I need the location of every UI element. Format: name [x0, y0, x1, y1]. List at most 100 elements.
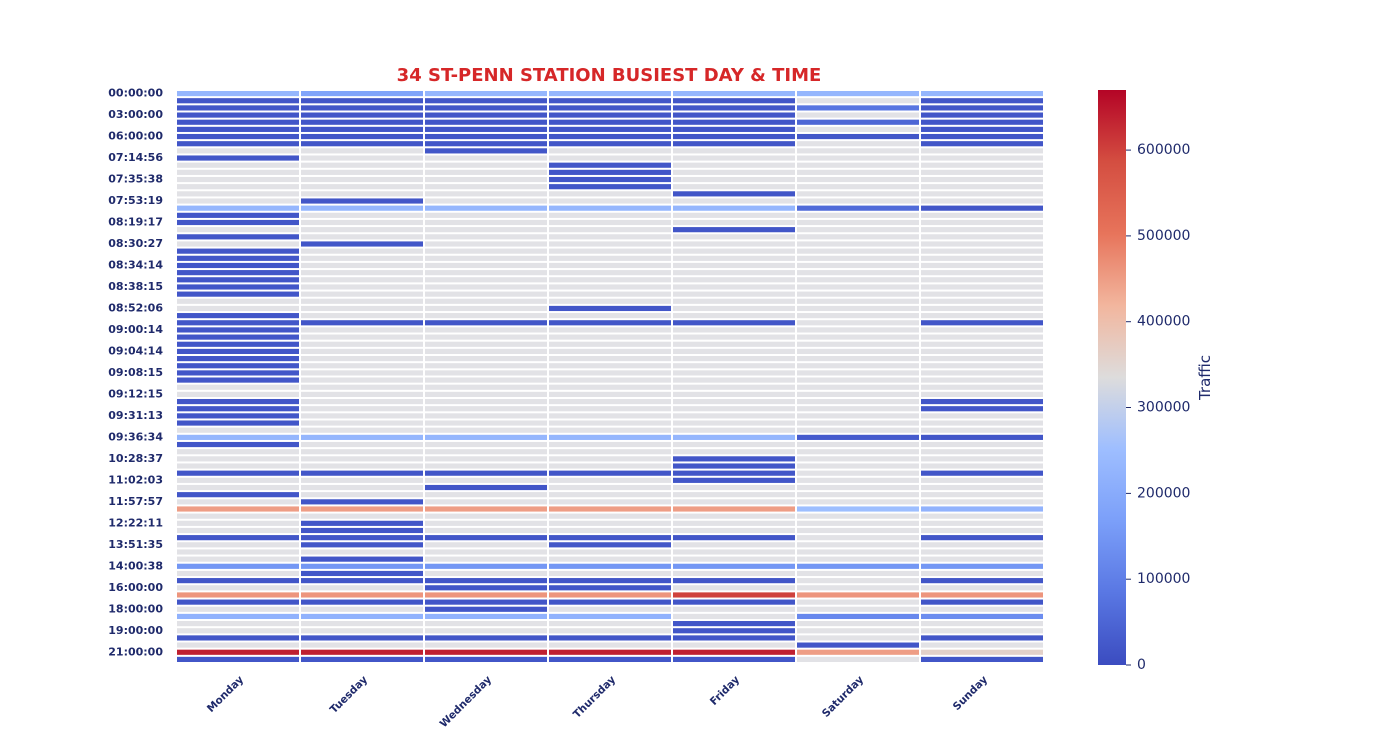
- heatmap-cell: [425, 305, 547, 312]
- heatmap-cell: [797, 169, 919, 175]
- heatmap-cell: [177, 141, 299, 147]
- heatmap-cell: [177, 191, 299, 197]
- heatmap-cell: [797, 542, 919, 548]
- heatmap-cell: [425, 578, 547, 584]
- heatmap-cell: [177, 535, 299, 541]
- heatmap-cell: [425, 570, 547, 577]
- heatmap-cell: [797, 492, 919, 498]
- heatmap-cell: [673, 105, 795, 111]
- heatmap-cell: [425, 542, 547, 548]
- heatmap-cell: [673, 398, 795, 405]
- heatmap-cell: [177, 470, 299, 476]
- heatmap-cell: [177, 248, 299, 254]
- heatmap-cell: [425, 527, 547, 534]
- heatmap-cell: [797, 141, 919, 147]
- heatmap-cell: [301, 449, 423, 455]
- heatmap-cell: [797, 449, 919, 455]
- heatmap-cell: [673, 198, 795, 204]
- heatmap-cell: [797, 398, 919, 405]
- heatmap-cell: [673, 291, 795, 297]
- heatmap-cell: [921, 320, 1043, 326]
- heatmap-cell: [549, 520, 671, 526]
- heatmap-cell: [921, 212, 1043, 218]
- heatmap-cell: [549, 642, 671, 648]
- heatmap-cell: [425, 513, 547, 519]
- heatmap-cell: [425, 133, 547, 140]
- heatmap-cell: [549, 613, 671, 620]
- heatmap-cell: [177, 434, 299, 440]
- heatmap-cell: [921, 542, 1043, 548]
- heatmap-cell: [673, 363, 795, 369]
- heatmap-cell: [425, 205, 547, 211]
- heatmap-cell: [673, 384, 795, 390]
- heatmap-cell: [673, 621, 795, 627]
- heatmap-cell: [425, 212, 547, 218]
- heatmap-cell: [673, 649, 795, 655]
- heatmap-cell: [549, 176, 671, 183]
- heatmap-cell: [797, 126, 919, 132]
- heatmap-cell: [549, 98, 671, 104]
- heatmap-cell: [673, 513, 795, 519]
- heatmap-cell: [301, 621, 423, 627]
- heatmap-cell: [177, 420, 299, 426]
- heatmap-cell: [425, 155, 547, 161]
- heatmap-cell: [797, 313, 919, 319]
- heatmap-cell: [673, 456, 795, 462]
- heatmap-cell: [301, 470, 423, 476]
- heatmap-cell: [797, 176, 919, 183]
- heatmap-cell: [921, 427, 1043, 433]
- heatmap-cell: [673, 420, 795, 426]
- heatmap-cell: [921, 112, 1043, 118]
- heatmap-cell: [301, 441, 423, 448]
- heatmap-cell: [673, 348, 795, 355]
- heatmap-cell: [797, 413, 919, 419]
- heatmap-cell: [921, 277, 1043, 283]
- heatmap-cell: [425, 449, 547, 455]
- heatmap-cell: [673, 427, 795, 433]
- heatmap-cell: [797, 148, 919, 154]
- heatmap-cell: [177, 356, 299, 362]
- heatmap-cell: [301, 105, 423, 111]
- heatmap-cell: [425, 549, 547, 555]
- heatmap-cell: [673, 248, 795, 254]
- heatmap-cell: [301, 628, 423, 634]
- heatmap-cell: [549, 391, 671, 397]
- heatmap-cell: [425, 270, 547, 276]
- heatmap-cell: [921, 262, 1043, 269]
- heatmap-cell: [301, 420, 423, 426]
- heatmap-cell: [921, 91, 1043, 97]
- heatmap-cell: [921, 499, 1043, 505]
- heatmap-cell: [301, 499, 423, 505]
- heatmap-cell: [301, 370, 423, 376]
- heatmap-cell: [673, 234, 795, 240]
- heatmap-cell: [921, 284, 1043, 290]
- colorbar-tick-label: 600000: [1137, 142, 1190, 158]
- heatmap-cell: [301, 219, 423, 226]
- heatmap-cell: [673, 356, 795, 362]
- heatmap-cell: [797, 270, 919, 276]
- y-tick-label: 08:19:17: [108, 216, 163, 229]
- heatmap-cell: [549, 649, 671, 655]
- heatmap-cell: [301, 126, 423, 132]
- heatmap-cell: [301, 398, 423, 405]
- heatmap-cell: [797, 205, 919, 211]
- heatmap-cell: [921, 477, 1043, 483]
- heatmap-cell: [797, 291, 919, 297]
- heatmap-cell: [177, 513, 299, 519]
- heatmap-cell: [797, 219, 919, 226]
- heatmap-cell: [425, 262, 547, 269]
- heatmap-cell: [549, 606, 671, 612]
- heatmap-cell: [797, 334, 919, 340]
- heatmap-cell: [921, 234, 1043, 240]
- heatmap-cell: [921, 98, 1043, 104]
- heatmap-cell: [425, 420, 547, 426]
- heatmap-cell: [549, 133, 671, 140]
- heatmap-cell: [177, 91, 299, 97]
- colorbar-tick-label: 200000: [1137, 485, 1190, 501]
- heatmap-cell: [673, 313, 795, 319]
- y-tick-label: 09:36:34: [108, 430, 163, 443]
- heatmap-cell: [921, 449, 1043, 455]
- y-tick-label: 09:00:14: [108, 323, 163, 336]
- heatmap-cell: [549, 91, 671, 97]
- heatmap-cell: [425, 141, 547, 147]
